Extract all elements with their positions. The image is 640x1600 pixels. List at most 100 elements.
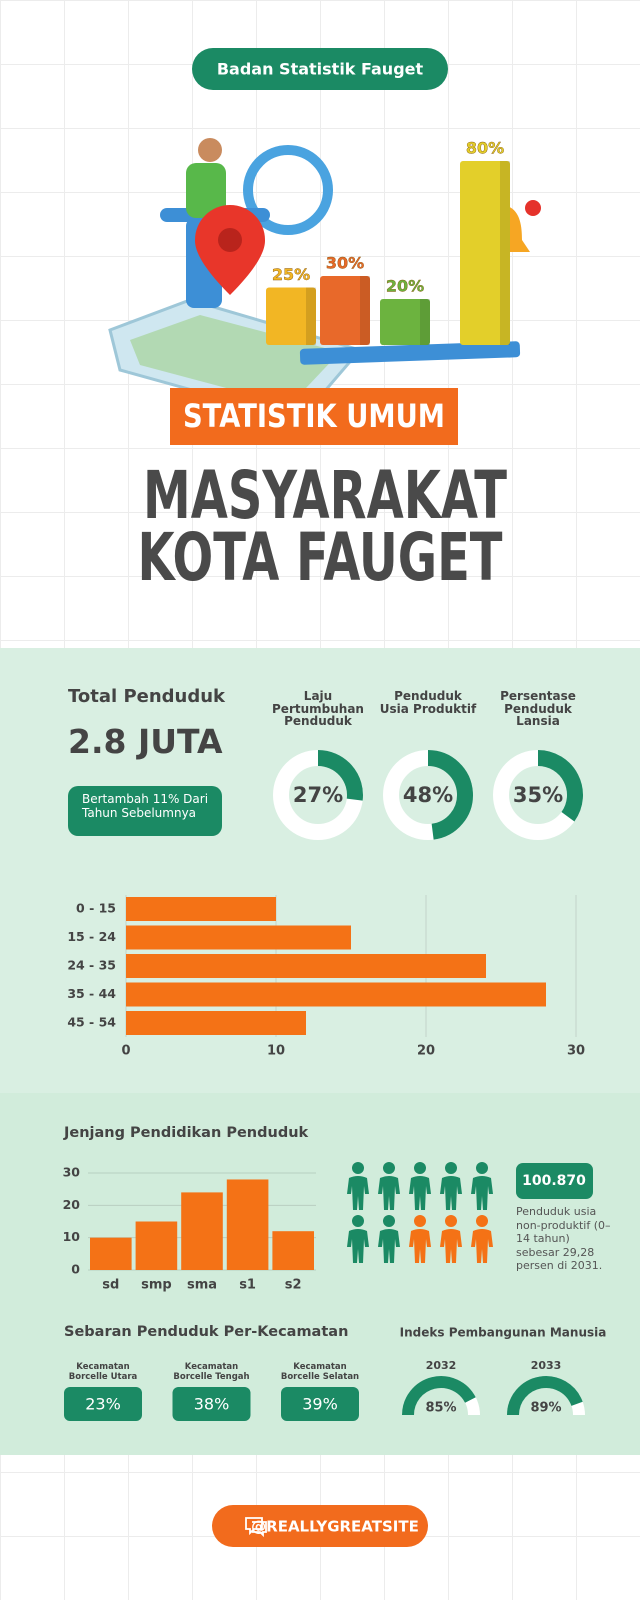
bar: [380, 299, 430, 345]
y-tick-label: 0 - 15: [76, 901, 116, 916]
person-icon-head: [383, 1162, 395, 1174]
x-tick-label: 0: [121, 1044, 130, 1059]
x-tick-label: 30: [567, 1044, 585, 1059]
y-tick-label: 15 - 24: [67, 929, 116, 944]
bar: [266, 287, 316, 345]
x-tick-label: s1: [239, 1278, 256, 1293]
donut-label: Penduduk Usia Produktif: [379, 689, 477, 716]
x-tick-label: sd: [102, 1278, 119, 1293]
bar: [460, 161, 510, 345]
donut-arc: [427, 750, 473, 840]
gauge-year: 2033: [531, 1359, 562, 1372]
gauge-value: 89%: [530, 1401, 561, 1416]
note-pill: [68, 786, 222, 836]
banner: [170, 388, 458, 445]
person-head: [198, 138, 222, 162]
person-icon-body: [440, 1229, 462, 1263]
gauge-value: 85%: [425, 1401, 456, 1416]
donut-label: Persentase Penduduk Lansia: [500, 689, 576, 728]
gauge-arc: [507, 1376, 583, 1416]
person-icon-body: [471, 1229, 493, 1263]
y-tick-label: 45 - 54: [67, 1015, 116, 1030]
bar: [181, 1192, 223, 1270]
x-tick-label: smp: [141, 1278, 172, 1293]
donut-value: 27%: [293, 783, 343, 807]
value-text: 100.870: [522, 1173, 586, 1189]
population-note: Bertambah 11% Dari Tahun Sebelumnya: [82, 792, 209, 820]
gauge-year: 2032: [426, 1359, 457, 1372]
footer-pill: [212, 1505, 428, 1547]
district-value: 38%: [194, 1395, 230, 1414]
magnifier: [243, 145, 333, 235]
district-label: Kecamatan Borcelle Utara: [68, 1362, 138, 1382]
person-icon-head: [414, 1215, 426, 1227]
value-pill: [516, 1163, 593, 1199]
bar: [90, 1237, 132, 1270]
x-tick-label: 10: [267, 1044, 285, 1059]
bell-dot: [525, 200, 541, 216]
district-box: [64, 1387, 142, 1421]
person-icon-head: [476, 1215, 488, 1227]
map-pin-hole: [218, 228, 242, 252]
y-tick-label: 10: [63, 1229, 81, 1244]
bar: [126, 1011, 306, 1035]
footer-text: @REALLYGREATSITE: [251, 1518, 419, 1536]
x-tick-label: s2: [285, 1278, 302, 1293]
bar: [272, 1231, 314, 1270]
person-icon-body: [471, 1176, 493, 1210]
chart-title: Jenjang Pendidikan Penduduk: [63, 1125, 309, 1141]
title-line: MASYARAKAT: [143, 457, 507, 534]
person-icon-body: [409, 1176, 431, 1210]
district-title: Sebaran Penduduk Per-Kecamatan: [64, 1324, 349, 1340]
district-value: 23%: [85, 1395, 121, 1414]
donut-arc: [317, 750, 363, 801]
district-label: Kecamatan Borcelle Selatan: [280, 1362, 360, 1382]
bar: [126, 925, 351, 950]
bar: [126, 954, 486, 978]
person-body: [186, 163, 226, 218]
bar-side: [360, 276, 370, 345]
y-tick-label: 0: [71, 1262, 80, 1277]
person-icon-head: [352, 1215, 364, 1227]
person-icon-body: [409, 1229, 431, 1263]
district-box: [172, 1387, 251, 1421]
bar-side: [420, 299, 430, 345]
person-icon-head: [445, 1162, 457, 1174]
bar: [126, 982, 546, 1007]
x-tick-label: 20: [417, 1044, 435, 1059]
person-icon-body: [378, 1176, 400, 1210]
bar: [135, 1221, 178, 1270]
district-value: 39%: [302, 1395, 338, 1414]
chat-icon: [245, 1517, 267, 1538]
population-label: Total Penduduk: [68, 686, 226, 707]
person-icon-head: [414, 1162, 426, 1174]
chart-title: Indeks Pembangunan Manusia: [400, 1326, 607, 1340]
bar: [126, 897, 276, 921]
district-box: [281, 1387, 359, 1421]
x-tick-label: sma: [187, 1278, 217, 1293]
bar: [320, 276, 370, 345]
map: [130, 315, 340, 405]
donut-value: 48%: [403, 783, 453, 807]
title-line: KOTA FAUGET: [138, 519, 503, 596]
bar-side: [306, 287, 316, 345]
y-tick-label: 24 - 35: [67, 958, 116, 973]
y-tick-label: 35 - 44: [67, 986, 116, 1001]
non-productive-note: Penduduk usia non-produktif (0–14 tahun)…: [516, 1205, 611, 1272]
bar-label: 25%: [272, 265, 310, 284]
person-icon-body: [347, 1176, 369, 1210]
y-tick-label: 20: [63, 1197, 81, 1212]
bar-label: 30%: [326, 254, 364, 273]
badge: [192, 48, 448, 90]
y-tick-label: 30: [63, 1165, 81, 1180]
bar-label: 80%: [466, 139, 504, 158]
donut-value: 35%: [513, 783, 563, 807]
gauge-arc: [402, 1376, 476, 1416]
person-icon-head: [352, 1162, 364, 1174]
person-icon-body: [347, 1229, 369, 1263]
person-icon-head: [383, 1215, 395, 1227]
banner-text: STATISTIK UMUM: [183, 397, 445, 435]
district-label: Kecamatan Borcelle Tengah: [173, 1362, 250, 1382]
